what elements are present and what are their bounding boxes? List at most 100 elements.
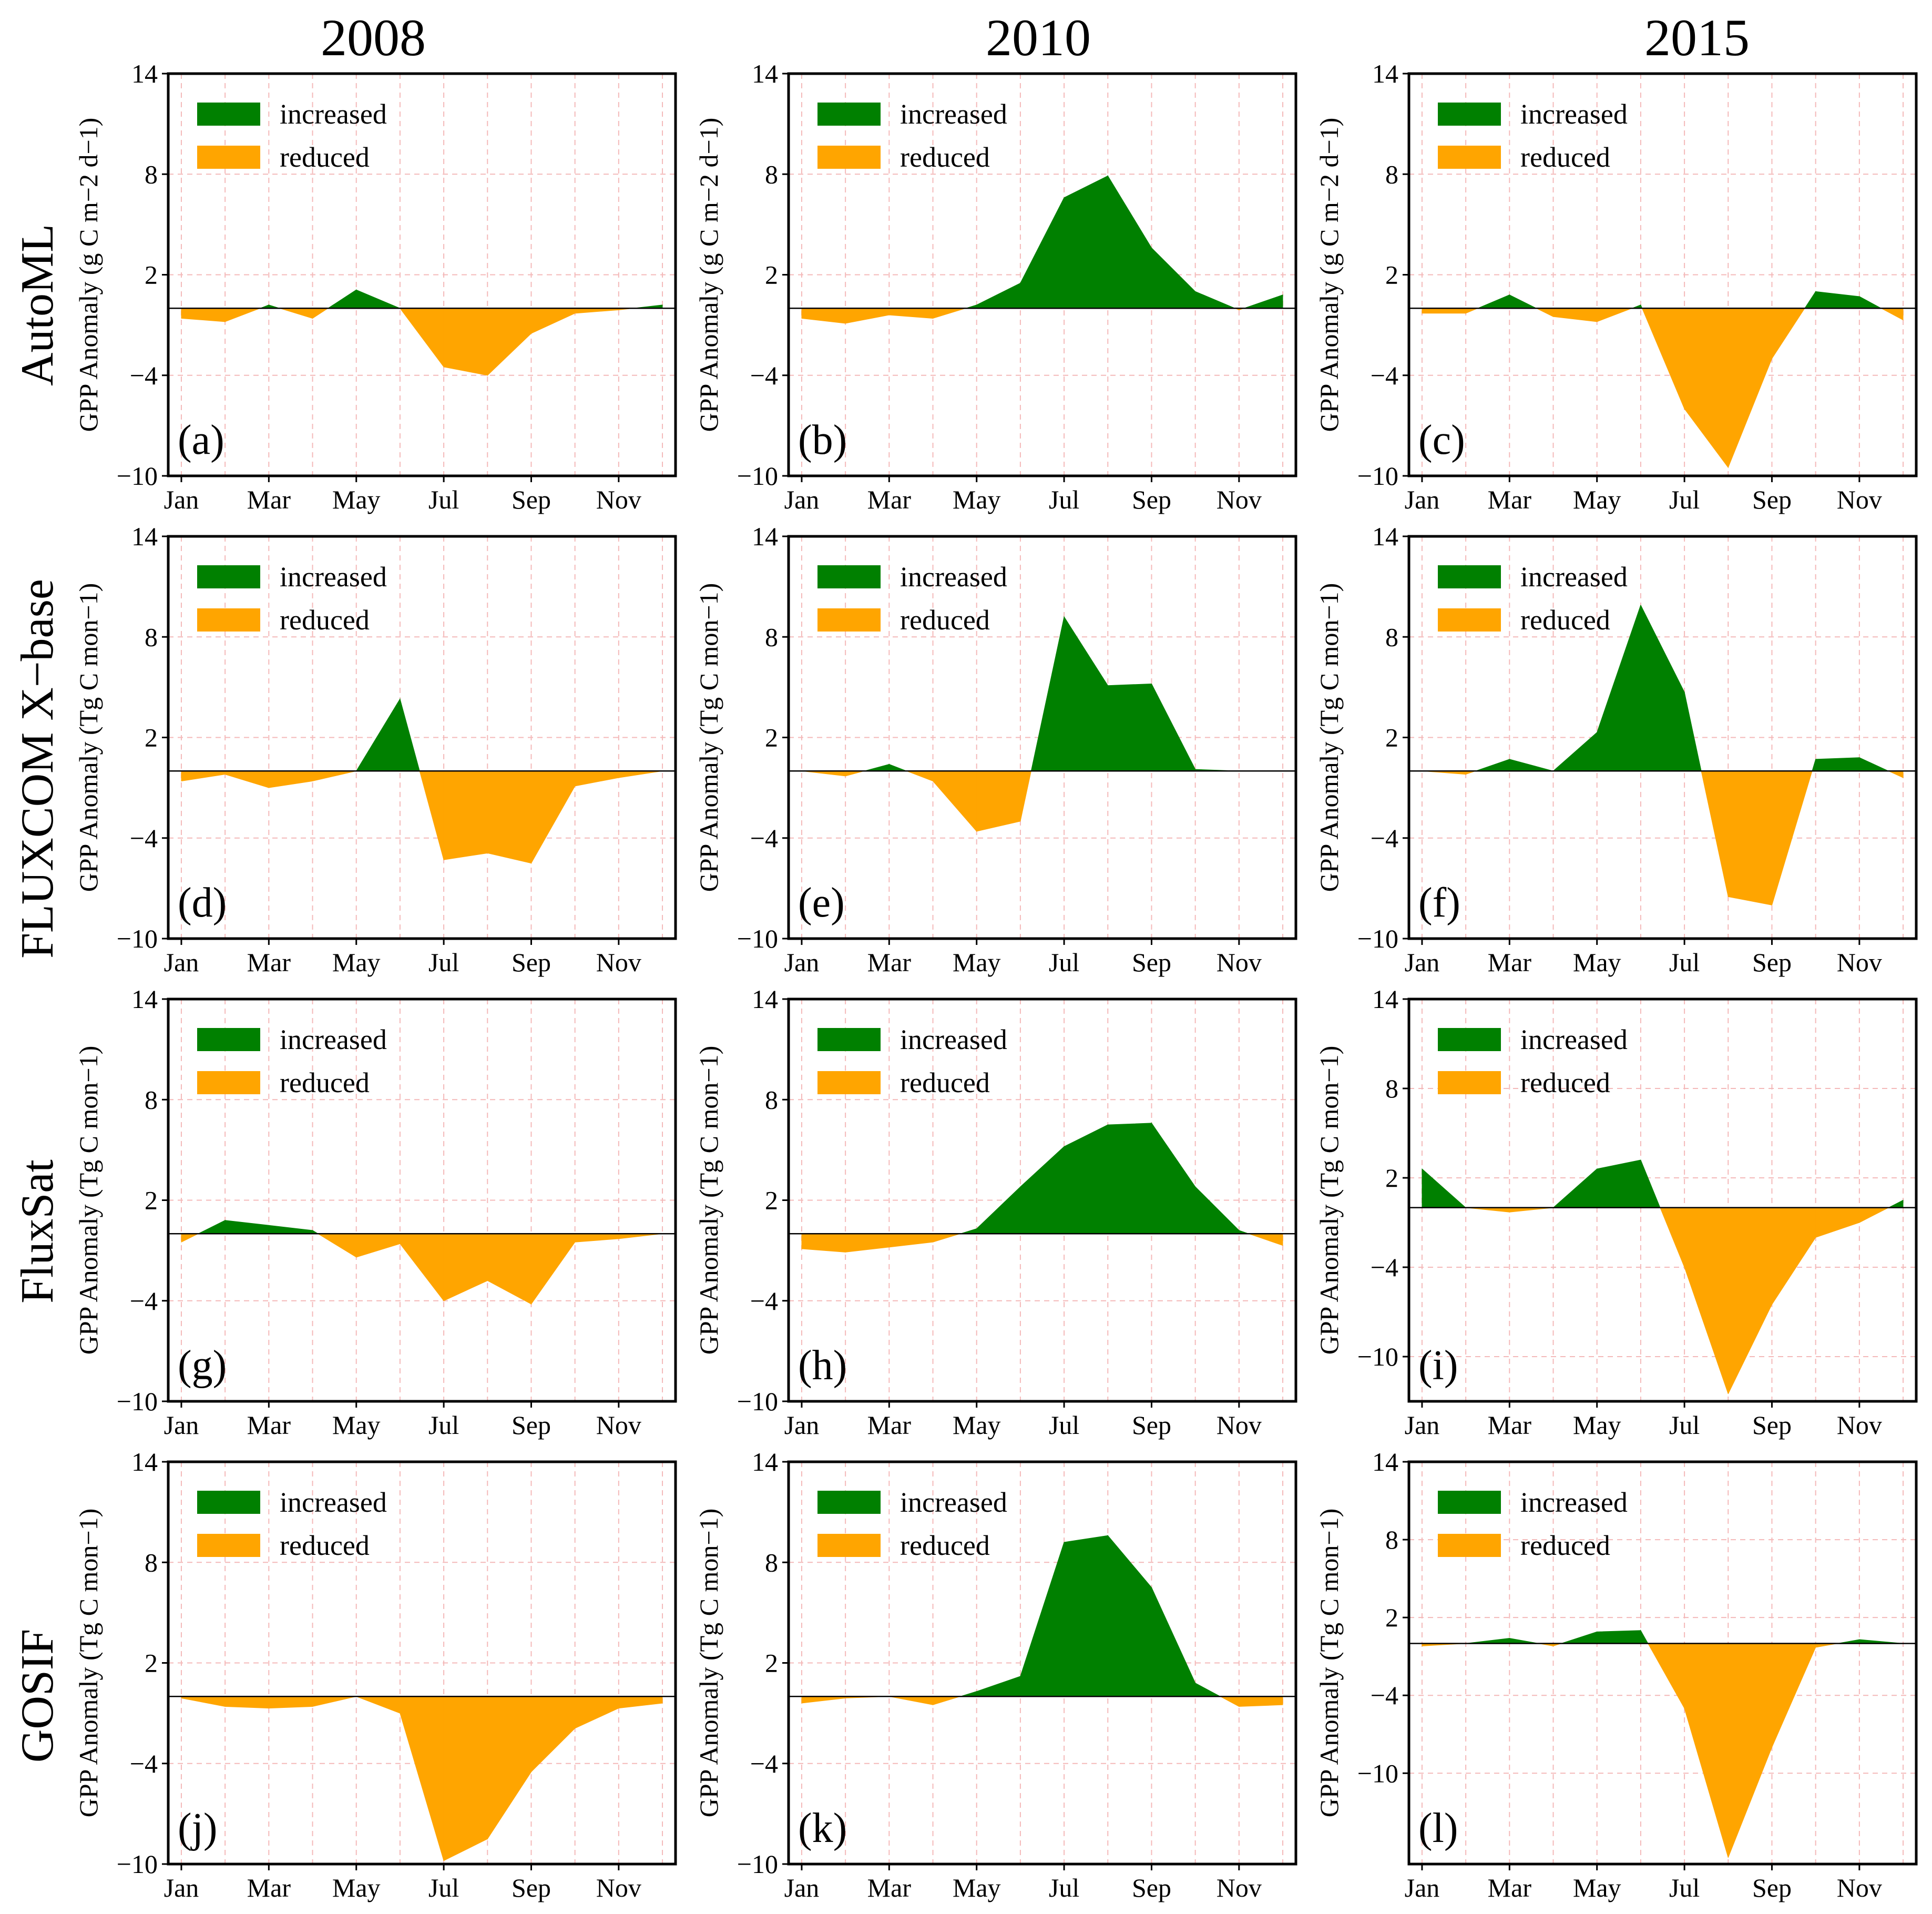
- reduced-area: [487, 770, 531, 864]
- increased-area: [327, 289, 357, 309]
- reduced-area: [487, 1233, 531, 1305]
- reduced-area: [1684, 308, 1729, 469]
- y-tick-label: −4: [750, 823, 778, 853]
- x-tick-label: Nov: [596, 485, 641, 514]
- reduced-area: [906, 770, 933, 782]
- increased-area: [1107, 1123, 1152, 1234]
- plot-frame: [1407, 997, 1918, 1403]
- x-tick-label: Nov: [1217, 485, 1262, 514]
- y-tick-label: 14: [1372, 984, 1398, 1014]
- increased-area: [1151, 1122, 1196, 1234]
- reduced-area: [575, 308, 619, 314]
- increased-area: [1020, 1146, 1065, 1234]
- legend-label-increased: increased: [1520, 98, 1628, 130]
- y-tick-label: 8: [1385, 159, 1398, 189]
- x-tick-label: May: [332, 1873, 381, 1902]
- x-tick-label: Nov: [596, 948, 641, 977]
- increased-area: [1064, 175, 1108, 309]
- legend-swatch-reduced: [817, 1534, 881, 1557]
- reduced-area: [268, 770, 313, 788]
- reduced-area: [889, 1696, 933, 1705]
- y-tick-label: −10: [737, 924, 778, 953]
- increased-area: [1597, 1159, 1641, 1208]
- legend-label-increased: increased: [900, 1487, 1007, 1518]
- panel-label: (j): [178, 1805, 218, 1851]
- y-tick-label: 2: [145, 1648, 158, 1678]
- reduced-area: [845, 308, 890, 324]
- legend: increased reduced: [817, 561, 1007, 636]
- reduced-area: [317, 1233, 357, 1258]
- y-axis-label: GPP Anomaly (Tg C mon−1): [74, 583, 103, 892]
- reduced-area: [1727, 308, 1772, 468]
- x-tick-label: Jan: [164, 1410, 199, 1440]
- increased-area: [1151, 684, 1196, 771]
- y-axis-label: GPP Anomaly (g C m−2 d−1): [1314, 118, 1344, 432]
- y-axis-label: GPP Anomaly (g C m−2 d−1): [694, 118, 723, 432]
- x-tick-label: Sep: [1752, 1410, 1792, 1440]
- reduced-area: [1020, 770, 1032, 822]
- x-tick-label: Mar: [867, 948, 912, 977]
- column-title-2010: 2010: [986, 8, 1091, 67]
- x-tick-label: Mar: [247, 948, 291, 977]
- reduced-area: [279, 308, 313, 319]
- x-tick-label: Jan: [1405, 948, 1440, 977]
- x-tick-label: Jul: [1669, 948, 1700, 977]
- y-axis-label: GPP Anomaly (Tg C mon−1): [74, 1046, 103, 1355]
- y-tick-label: −10: [117, 461, 158, 491]
- x-tick-label: Nov: [1217, 1873, 1262, 1902]
- reduced-area: [575, 1696, 619, 1729]
- x-tick-label: Jan: [164, 485, 199, 514]
- legend-swatch-reduced: [1438, 146, 1501, 169]
- x-tick-label: Sep: [1752, 1873, 1792, 1902]
- legend-label-increased: increased: [280, 1487, 387, 1518]
- panel-label: (k): [798, 1805, 847, 1851]
- legend: increased reduced: [1438, 1024, 1628, 1098]
- increased-area: [1151, 247, 1196, 309]
- legend-swatch-increased: [817, 565, 881, 588]
- reduced-area: [531, 308, 576, 334]
- row-titles: AutoML FLUXCOM X−base FluxSat GOSIF: [12, 224, 63, 1763]
- reduced-area: [443, 1696, 488, 1861]
- y-tick-label: 2: [765, 723, 778, 752]
- x-tick-label: Nov: [1837, 485, 1882, 514]
- x-tick-label: Jan: [784, 1873, 820, 1902]
- legend: increased reduced: [817, 1024, 1007, 1098]
- reduced-area: [443, 770, 488, 860]
- legend: increased reduced: [817, 98, 1007, 173]
- x-tick-label: Sep: [512, 1873, 551, 1902]
- x-tick-label: Jul: [428, 948, 459, 977]
- x-tick-label: Jan: [1405, 1410, 1440, 1440]
- reduced-area: [1536, 308, 1553, 318]
- reduced-area: [1509, 1207, 1553, 1213]
- reduced-area: [1466, 1207, 1510, 1213]
- x-tick-label: Jul: [1049, 485, 1079, 514]
- y-tick-label: 8: [145, 159, 158, 189]
- increased-area: [1684, 692, 1702, 771]
- y-tick-label: −4: [750, 1749, 778, 1778]
- y-tick-label: −4: [130, 823, 158, 853]
- y-tick-label: −10: [1357, 1758, 1398, 1788]
- panel-label: (l): [1418, 1805, 1458, 1851]
- legend-label-increased: increased: [1520, 1487, 1628, 1518]
- increased-area: [400, 699, 420, 771]
- panel-label: (a): [178, 417, 224, 463]
- y-tick-label: 14: [752, 59, 778, 88]
- increased-area: [1064, 1124, 1108, 1234]
- legend-swatch-increased: [197, 1028, 260, 1051]
- increased-area: [224, 1220, 269, 1234]
- y-tick-label: −10: [1357, 1342, 1398, 1371]
- x-tick-label: Jul: [1049, 948, 1079, 977]
- reduced-area: [618, 770, 663, 778]
- x-tick-label: Jan: [784, 948, 820, 977]
- x-tick-label: May: [1573, 1873, 1621, 1902]
- reduced-area: [1422, 308, 1466, 314]
- x-tick-label: May: [1573, 485, 1621, 514]
- legend: increased reduced: [817, 1487, 1007, 1561]
- increased-area: [1466, 1638, 1510, 1644]
- legend: increased reduced: [1438, 561, 1628, 636]
- row-title-fluxcom: FLUXCOM X−base: [12, 579, 63, 959]
- y-tick-label: −4: [1371, 1253, 1398, 1282]
- x-tick-label: Nov: [1837, 948, 1882, 977]
- reduced-area: [1597, 308, 1632, 322]
